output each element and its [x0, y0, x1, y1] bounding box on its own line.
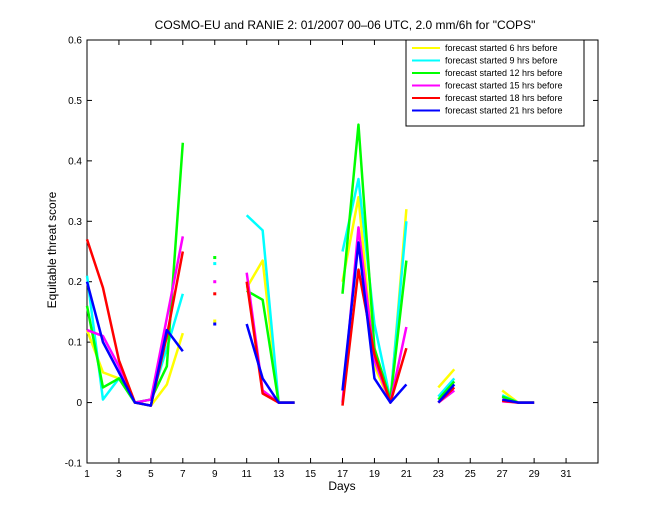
- x-tick-label: 29: [529, 469, 541, 480]
- x-tick-label: 7: [180, 469, 186, 480]
- x-tick-label: 3: [116, 469, 122, 480]
- legend-label: forecast started 15 hrs before: [445, 81, 563, 91]
- legend-box: [405, 39, 585, 127]
- y-tick-label: 0.5: [68, 96, 82, 107]
- series-point: [213, 280, 217, 284]
- x-tick-label: 17: [337, 469, 349, 480]
- series-point: [213, 292, 217, 296]
- x-tick-label: 9: [212, 469, 218, 480]
- x-tick-label: 21: [401, 469, 413, 480]
- legend-item: forecast started 6 hrs before: [412, 43, 558, 53]
- chart-title: COSMO-EU and RANIE 2: 01/2007 00–06 UTC,…: [155, 18, 536, 32]
- series-line-segment: [341, 241, 408, 404]
- x-tick-label: 11: [241, 469, 252, 480]
- legend-label: forecast started 9 hrs before: [445, 56, 558, 66]
- series-line-segment: [501, 398, 535, 404]
- y-tick-label: 0.3: [68, 217, 82, 228]
- x-axis-label: Days: [328, 479, 355, 493]
- legend: forecast started 6 hrs before forecast st…: [405, 39, 585, 127]
- legend-item: forecast started 21 hrs before: [412, 106, 563, 116]
- legend-item: forecast started 9 hrs before: [412, 56, 558, 66]
- y-tick-label: 0.2: [68, 277, 82, 288]
- legend-label: forecast started 21 hrs before: [445, 106, 563, 116]
- x-tick-label: 1: [84, 469, 90, 480]
- series-point: [213, 256, 217, 260]
- y-tick-label: 0.1: [68, 338, 82, 349]
- legend-label: forecast started 12 hrs before: [445, 68, 563, 78]
- x-tick-label: 5: [148, 469, 154, 480]
- series-line-segment: [85, 281, 184, 407]
- series-line-segment: [437, 383, 456, 404]
- x-tick-label: 31: [561, 469, 573, 480]
- y-tick-label: 0: [76, 398, 82, 409]
- x-tick-label: 27: [497, 469, 509, 480]
- y-axis-label: Equitable threat score: [45, 191, 59, 308]
- x-tick-label: 25: [465, 469, 477, 480]
- series-6: [85, 241, 535, 407]
- y-tick-label: 0.4: [68, 156, 82, 167]
- legend-item: forecast started 18 hrs before: [412, 93, 563, 103]
- legend-label: forecast started 6 hrs before: [445, 43, 558, 53]
- series-line-segment: [341, 177, 408, 401]
- series-line-segment: [437, 380, 456, 401]
- legend-item: forecast started 12 hrs before: [412, 68, 563, 78]
- x-tick-label: 19: [369, 469, 381, 480]
- series-line-segment: [437, 368, 456, 389]
- series-line-segment: [245, 323, 295, 404]
- series-point: [213, 319, 217, 323]
- series-lines: [85, 123, 535, 407]
- x-tick-label: 13: [273, 469, 285, 480]
- legend-item: forecast started 15 hrs before: [412, 81, 563, 91]
- axis-ticks: 1 3 5 7 9 11 13 15 17 19 21 23 25 27 29 31-0.100.10.20.…: [65, 36, 598, 480]
- legend-label: forecast started 18 hrs before: [445, 93, 563, 103]
- y-tick-label: -0.1: [65, 459, 83, 470]
- x-tick-label: 15: [305, 469, 317, 480]
- x-tick-label: 23: [433, 469, 445, 480]
- series-line-segment: [341, 268, 408, 406]
- series-line-segment: [437, 377, 456, 398]
- y-tick-label: 0.6: [68, 36, 82, 47]
- series-point: [213, 322, 217, 326]
- series-point: [213, 262, 217, 266]
